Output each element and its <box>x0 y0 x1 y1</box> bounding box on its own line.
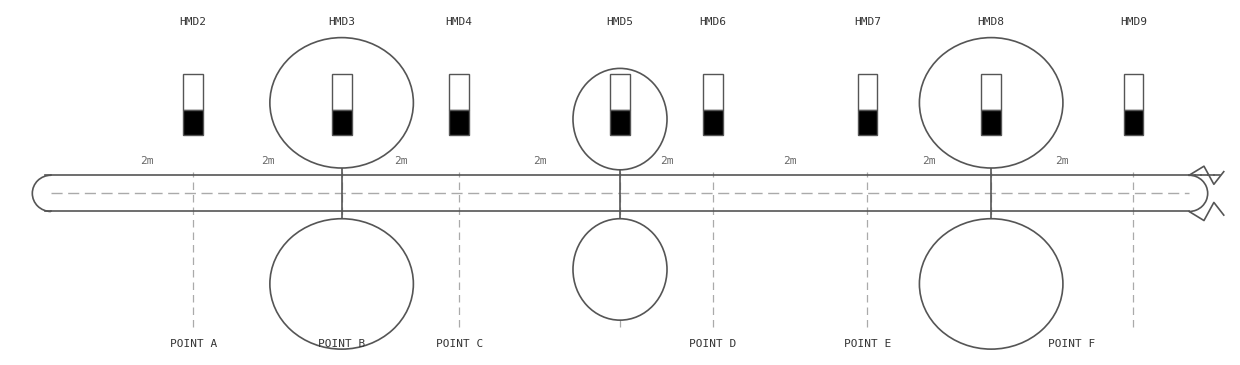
Text: POINT F: POINT F <box>1048 339 1095 349</box>
Text: E: E <box>616 113 624 126</box>
Bar <box>858 110 878 135</box>
Bar <box>703 110 723 135</box>
Text: 2m: 2m <box>140 156 154 166</box>
Bar <box>332 110 351 135</box>
Text: POINT B: POINT B <box>317 339 366 349</box>
Text: HMD8: HMD8 <box>977 17 1004 27</box>
Text: U1: U1 <box>334 96 350 110</box>
Text: POINT A: POINT A <box>170 339 217 349</box>
Text: HMD3: HMD3 <box>329 17 355 27</box>
Bar <box>1123 110 1143 135</box>
Bar <box>449 74 469 110</box>
Ellipse shape <box>919 38 1063 168</box>
Text: 2m: 2m <box>533 156 547 166</box>
Text: HMD5: HMD5 <box>606 17 634 27</box>
Bar <box>449 110 469 135</box>
Text: POINT D: POINT D <box>689 339 737 349</box>
Text: HMD4: HMD4 <box>445 17 472 27</box>
Text: 2m: 2m <box>260 156 274 166</box>
Text: HMD9: HMD9 <box>1120 17 1147 27</box>
Bar <box>184 110 203 135</box>
Ellipse shape <box>270 38 413 168</box>
Text: HMD2: HMD2 <box>180 17 207 27</box>
Text: HMD6: HMD6 <box>699 17 727 27</box>
Text: 2m: 2m <box>393 156 407 166</box>
Ellipse shape <box>573 68 667 170</box>
Bar <box>981 110 1001 135</box>
Text: POINT E: POINT E <box>843 339 892 349</box>
Text: POINT C: POINT C <box>435 339 482 349</box>
Text: 2m: 2m <box>784 156 797 166</box>
Ellipse shape <box>573 219 667 320</box>
Ellipse shape <box>270 219 413 349</box>
Bar <box>1123 74 1143 110</box>
Bar <box>858 74 878 110</box>
Bar <box>610 74 630 110</box>
Text: 2m: 2m <box>923 156 936 166</box>
Bar <box>981 74 1001 110</box>
Ellipse shape <box>919 219 1063 349</box>
Bar <box>610 110 630 135</box>
Text: 2m: 2m <box>660 156 673 166</box>
Text: U2: U2 <box>983 96 999 110</box>
Text: HMD7: HMD7 <box>854 17 880 27</box>
Text: 2m: 2m <box>1055 156 1069 166</box>
Bar <box>332 74 351 110</box>
Bar <box>703 74 723 110</box>
Bar <box>184 74 203 110</box>
